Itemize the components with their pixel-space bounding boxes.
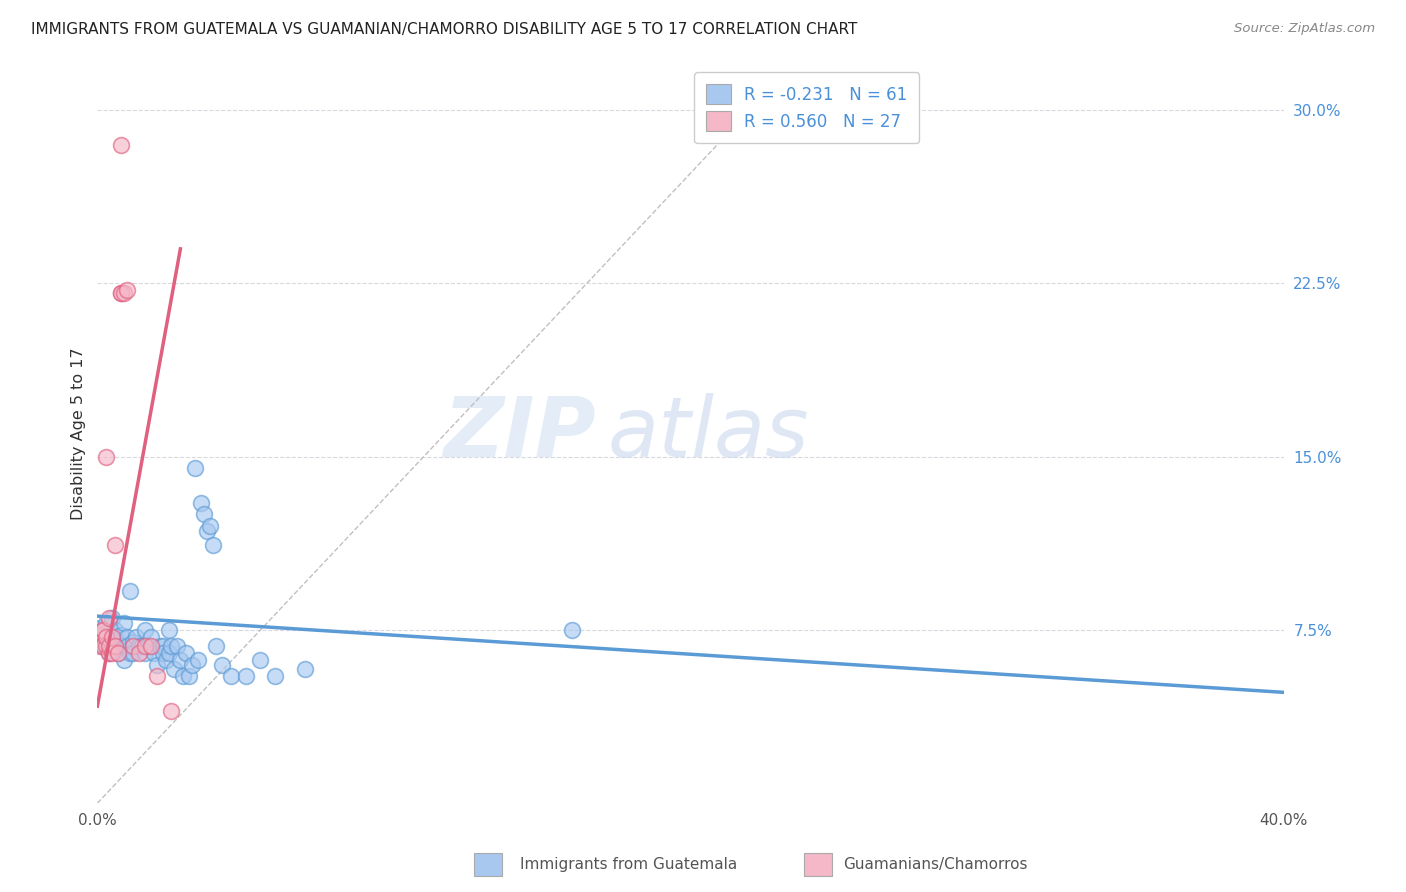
Point bbox=[163, 662, 186, 676]
Point bbox=[176, 646, 198, 660]
Point bbox=[145, 669, 167, 683]
Point bbox=[172, 669, 194, 683]
Point bbox=[101, 646, 124, 660]
Point bbox=[110, 137, 132, 152]
Point bbox=[187, 653, 209, 667]
Point bbox=[201, 537, 224, 551]
Point bbox=[128, 646, 150, 660]
Text: atlas: atlas bbox=[607, 393, 808, 475]
Point bbox=[112, 653, 135, 667]
Point bbox=[157, 646, 180, 660]
Point bbox=[89, 639, 111, 653]
Point bbox=[98, 639, 121, 653]
Point bbox=[249, 653, 271, 667]
Legend: R = -0.231   N = 61, R = 0.560   N = 27: R = -0.231 N = 61, R = 0.560 N = 27 bbox=[695, 72, 920, 143]
Point bbox=[107, 634, 129, 648]
Point bbox=[181, 657, 204, 672]
Point bbox=[142, 646, 165, 660]
Point bbox=[152, 639, 174, 653]
Point bbox=[122, 634, 145, 648]
Point bbox=[115, 630, 138, 644]
Point bbox=[235, 669, 257, 683]
Point bbox=[96, 615, 118, 630]
Point bbox=[112, 285, 135, 300]
Text: IMMIGRANTS FROM GUATEMALA VS GUAMANIAN/CHAMORRO DISABILITY AGE 5 TO 17 CORRELATI: IMMIGRANTS FROM GUATEMALA VS GUAMANIAN/C… bbox=[31, 22, 858, 37]
Point bbox=[96, 639, 118, 653]
Point bbox=[118, 583, 141, 598]
Point bbox=[96, 450, 118, 464]
Point bbox=[169, 653, 191, 667]
Bar bbox=[474, 853, 502, 876]
Point bbox=[104, 537, 127, 551]
Point bbox=[89, 621, 111, 635]
Point bbox=[136, 639, 159, 653]
Point bbox=[107, 646, 129, 660]
Point bbox=[131, 639, 153, 653]
Point bbox=[98, 646, 121, 660]
Point bbox=[104, 639, 127, 653]
Point bbox=[115, 284, 138, 298]
Point bbox=[205, 639, 228, 653]
Point bbox=[115, 639, 138, 653]
Point bbox=[112, 615, 135, 630]
Point bbox=[110, 285, 132, 300]
Text: ZIP: ZIP bbox=[443, 393, 596, 475]
Text: Immigrants from Guatemala: Immigrants from Guatemala bbox=[520, 857, 738, 872]
Point bbox=[110, 285, 132, 300]
Point bbox=[125, 630, 148, 644]
Point bbox=[211, 657, 233, 672]
Text: Guamanians/Chamorros: Guamanians/Chamorros bbox=[844, 857, 1028, 872]
Point bbox=[139, 639, 162, 653]
Point bbox=[104, 639, 127, 653]
Point bbox=[110, 627, 132, 641]
Point bbox=[157, 623, 180, 637]
Point bbox=[190, 496, 212, 510]
Text: Source: ZipAtlas.com: Source: ZipAtlas.com bbox=[1234, 22, 1375, 36]
Point bbox=[110, 639, 132, 653]
Point bbox=[264, 669, 287, 683]
Point bbox=[101, 627, 124, 641]
Point bbox=[104, 623, 127, 637]
Point bbox=[91, 623, 114, 637]
Point bbox=[101, 630, 124, 644]
Point bbox=[160, 704, 183, 718]
Point bbox=[184, 461, 207, 475]
Point bbox=[145, 657, 167, 672]
Point bbox=[118, 646, 141, 660]
Point bbox=[89, 627, 111, 641]
Point bbox=[134, 623, 156, 637]
Point bbox=[96, 630, 118, 644]
Point bbox=[98, 634, 121, 648]
Point bbox=[152, 646, 174, 660]
Y-axis label: Disability Age 5 to 17: Disability Age 5 to 17 bbox=[72, 347, 86, 520]
Point bbox=[101, 611, 124, 625]
Point bbox=[149, 639, 172, 653]
Point bbox=[166, 639, 188, 653]
Point bbox=[91, 623, 114, 637]
Point bbox=[98, 611, 121, 625]
Point bbox=[179, 669, 201, 683]
Point bbox=[193, 508, 215, 522]
Point bbox=[160, 639, 183, 653]
Point bbox=[561, 623, 583, 637]
Point bbox=[195, 524, 218, 538]
Point bbox=[139, 630, 162, 644]
Point bbox=[91, 639, 114, 653]
Bar bbox=[804, 853, 832, 876]
Point bbox=[155, 653, 177, 667]
Point bbox=[294, 662, 316, 676]
Point bbox=[134, 639, 156, 653]
Point bbox=[98, 646, 121, 660]
Point bbox=[134, 646, 156, 660]
Point bbox=[91, 639, 114, 653]
Point bbox=[122, 646, 145, 660]
Point bbox=[91, 627, 114, 641]
Point bbox=[107, 646, 129, 660]
Point bbox=[219, 669, 242, 683]
Point bbox=[128, 639, 150, 653]
Point bbox=[96, 630, 118, 644]
Point bbox=[122, 639, 145, 653]
Point bbox=[198, 519, 221, 533]
